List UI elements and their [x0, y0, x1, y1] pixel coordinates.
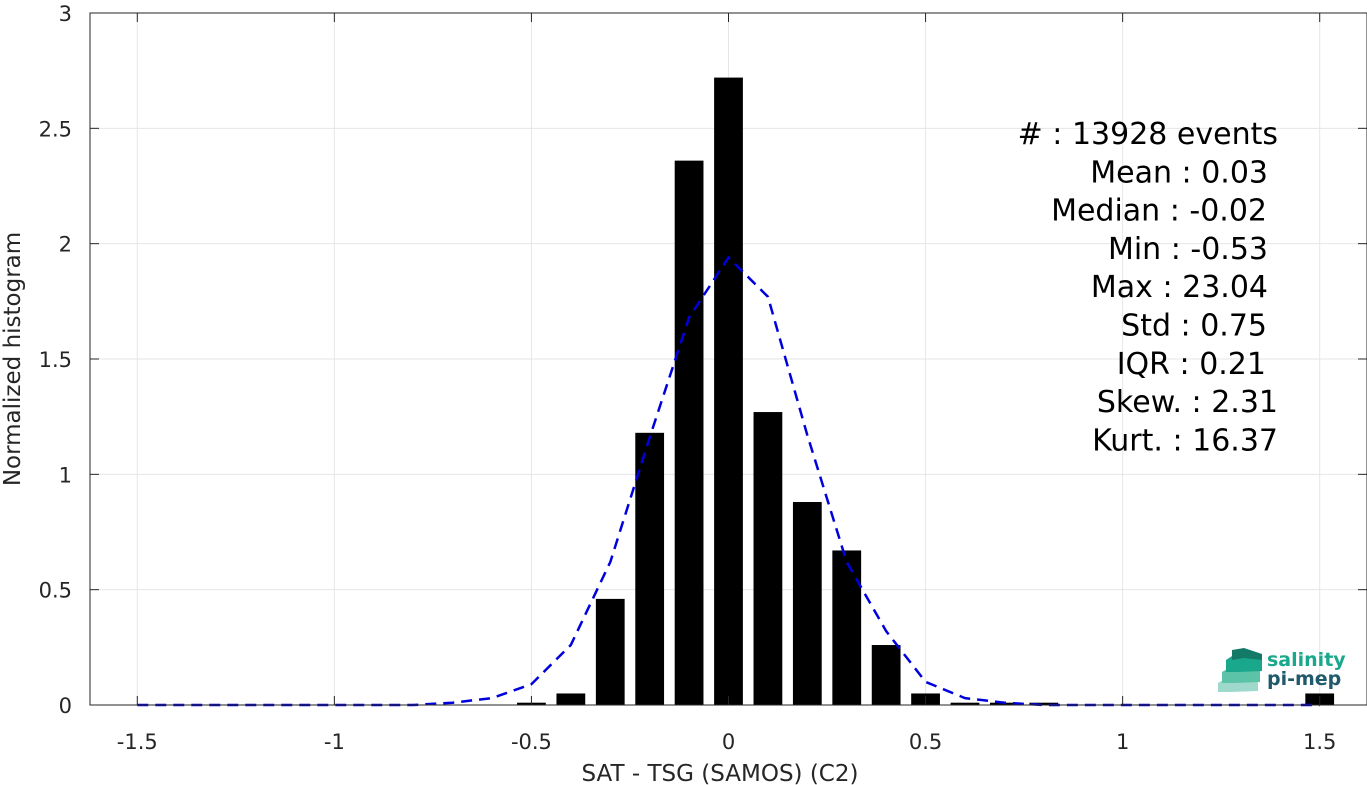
y-tick-label-0: 0: [59, 694, 72, 718]
stat-line-5: Std : 0.75: [1121, 309, 1267, 344]
ticks: [90, 12, 1367, 706]
bar-7: [792, 502, 822, 705]
stat-line-3: Min : -0.53: [1108, 232, 1268, 267]
y-axis-label: Normalized histogram: [0, 232, 26, 486]
bar-9: [871, 645, 901, 705]
logo-line1: salinity: [1267, 649, 1346, 671]
bar-6: [753, 412, 783, 705]
x-tick-label-1: -1: [324, 730, 345, 754]
y-tick-label-3: 1.5: [39, 348, 72, 372]
y-tick-label-4: 2: [59, 233, 72, 257]
bar-1: [556, 693, 586, 705]
bar-11: [950, 702, 980, 705]
x-tick-label-0: -1.5: [117, 730, 158, 754]
stat-line-6: IQR : 0.21: [1117, 347, 1266, 382]
bar-3: [635, 432, 665, 705]
x-tick-label-3: 0: [722, 730, 735, 754]
y-tick-label-1: 0.5: [39, 579, 72, 603]
salinity-pi-mep-logo: salinity pi-mep: [1218, 648, 1346, 692]
bar-5: [714, 77, 743, 705]
x-tick-label-2: -0.5: [511, 730, 552, 754]
x-tick-label-6: 1.5: [1303, 730, 1336, 754]
bar-2: [595, 598, 625, 705]
stat-line-0: # : 13928 events: [1018, 117, 1278, 152]
stat-line-1: Mean : 0.03: [1090, 155, 1268, 190]
bar-13: [1029, 702, 1059, 705]
y-tick-label-5: 2.5: [39, 117, 72, 141]
bar-8: [832, 550, 862, 705]
x-axis-label: SAT - TSG (SAMOS) (C2): [582, 761, 859, 785]
x-tick-label-4: 0.5: [909, 730, 942, 754]
y-tick-label-6: 3: [59, 2, 72, 26]
stat-line-2: Median : -0.02: [1051, 194, 1267, 229]
bar-4: [674, 160, 704, 706]
y-tick-label-2: 1: [59, 463, 72, 487]
logo-line2: pi-mep: [1267, 668, 1341, 690]
stat-line-8: Kurt. : 16.37: [1092, 423, 1278, 458]
logo-mark-icon: [1218, 648, 1262, 692]
tick-labels: -1.5 -1 -0.5 0 0.5 1 1.5 0 0.5 1 1.5 2 2.5 3: [39, 2, 1337, 754]
stat-line-4: Max : 23.04: [1091, 270, 1268, 305]
x-tick-label-5: 1: [1116, 730, 1129, 754]
stat-line-7: Skew. : 2.31: [1097, 385, 1278, 420]
